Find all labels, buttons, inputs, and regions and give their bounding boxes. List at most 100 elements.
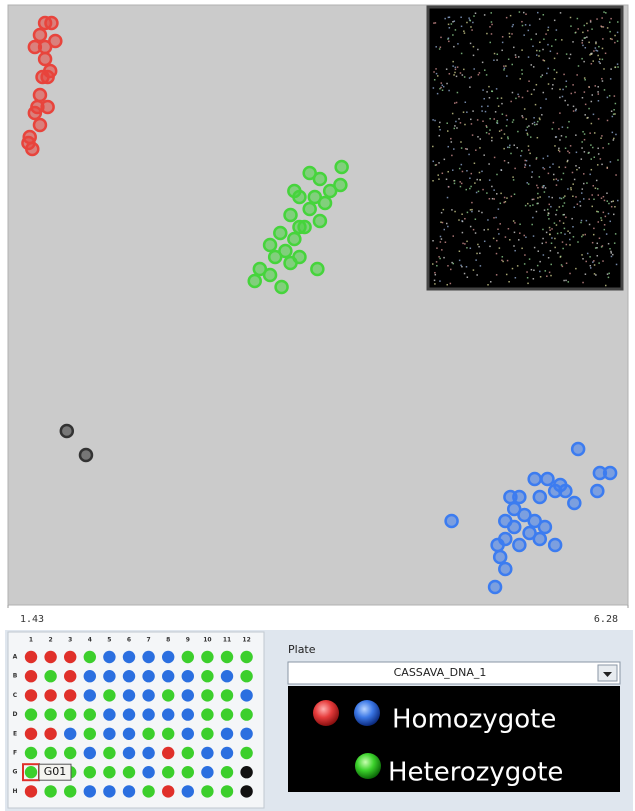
well — [221, 785, 233, 797]
point — [504, 491, 516, 503]
noise-dot — [570, 54, 572, 56]
noise-dot — [497, 98, 499, 100]
noise-dot — [436, 261, 438, 263]
noise-dot — [553, 122, 555, 124]
noise-dot — [583, 198, 585, 200]
point — [39, 53, 51, 65]
well — [142, 689, 154, 701]
noise-dot — [593, 260, 595, 262]
noise-dot — [575, 32, 577, 34]
well — [84, 785, 96, 797]
noise-dot — [474, 163, 476, 165]
noise-dot — [590, 21, 592, 23]
noise-dot — [445, 241, 447, 243]
noise-dot — [596, 18, 598, 20]
column-label: 1 — [29, 637, 33, 644]
well — [123, 651, 135, 663]
noise-dot — [543, 38, 545, 40]
noise-dot — [454, 72, 456, 74]
noise-dot — [507, 138, 509, 140]
noise-dot — [510, 101, 512, 103]
noise-dot — [554, 222, 556, 224]
noise-dot — [513, 245, 515, 247]
well — [25, 670, 37, 682]
noise-dot — [557, 252, 559, 254]
noise-dot — [491, 24, 493, 26]
noise-dot — [611, 110, 613, 112]
noise-dot — [604, 229, 606, 231]
noise-dot — [451, 262, 453, 264]
noise-dot — [468, 17, 470, 19]
noise-dot — [580, 222, 582, 224]
column-label: 2 — [49, 637, 53, 644]
noise-dot — [605, 285, 607, 287]
noise-dot — [467, 212, 469, 214]
noise-dot — [583, 183, 585, 185]
noise-dot — [533, 270, 535, 272]
noise-dot — [544, 191, 546, 193]
noise-dot — [608, 143, 610, 145]
noise-dot — [506, 115, 508, 117]
noise-dot — [570, 187, 572, 189]
noise-dot — [448, 24, 450, 26]
noise-dot — [493, 118, 495, 120]
well — [162, 766, 174, 778]
noise-dot — [434, 120, 436, 122]
noise-dot — [598, 93, 600, 95]
noise-dot — [611, 39, 613, 41]
noise-dot — [586, 117, 588, 119]
noise-dot — [464, 218, 466, 220]
point — [42, 101, 54, 113]
noise-dot — [587, 253, 589, 255]
noise-dot — [567, 104, 569, 106]
noise-dot — [491, 186, 493, 188]
noise-dot — [442, 89, 444, 91]
well — [182, 728, 194, 740]
noise-dot — [435, 68, 437, 70]
noise-dot — [515, 277, 517, 279]
point — [276, 281, 288, 293]
noise-dot — [535, 33, 537, 35]
noise-dot — [496, 274, 498, 276]
noise-dot — [544, 168, 546, 170]
noise-dot — [613, 214, 615, 216]
noise-dot — [506, 274, 508, 276]
noise-dot — [549, 234, 551, 236]
noise-dot — [472, 22, 474, 24]
noise-dot — [591, 158, 593, 160]
noise-dot — [441, 212, 443, 214]
noise-dot — [446, 83, 448, 85]
noise-dot — [461, 26, 463, 28]
noise-dot — [450, 138, 452, 140]
noise-dot — [575, 134, 577, 136]
noise-dot — [584, 37, 586, 39]
noise-dot — [541, 114, 543, 116]
point — [299, 221, 311, 233]
noise-dot — [454, 183, 456, 185]
legend-homozygote: Homozygote — [392, 705, 556, 735]
noise-dot — [482, 120, 484, 122]
noise-dot — [586, 36, 588, 38]
noise-dot — [496, 88, 498, 90]
noise-dot — [554, 145, 556, 147]
noise-dot — [500, 203, 502, 205]
noise-dot — [432, 240, 434, 242]
column-label: 10 — [203, 637, 211, 644]
noise-dot — [504, 67, 506, 69]
noise-dot — [454, 102, 456, 104]
noise-dot — [509, 33, 511, 35]
noise-dot — [448, 146, 450, 148]
well — [103, 766, 115, 778]
noise-dot — [569, 244, 571, 246]
noise-dot — [559, 112, 561, 114]
noise-dot — [539, 271, 541, 273]
noise-dot — [613, 138, 615, 140]
noise-dot — [598, 262, 600, 264]
noise-dot — [469, 177, 471, 179]
noise-dot — [521, 21, 523, 23]
well — [201, 670, 213, 682]
noise-dot — [617, 40, 619, 42]
point — [311, 263, 323, 275]
noise-dot — [453, 148, 455, 150]
noise-dot — [536, 157, 538, 159]
